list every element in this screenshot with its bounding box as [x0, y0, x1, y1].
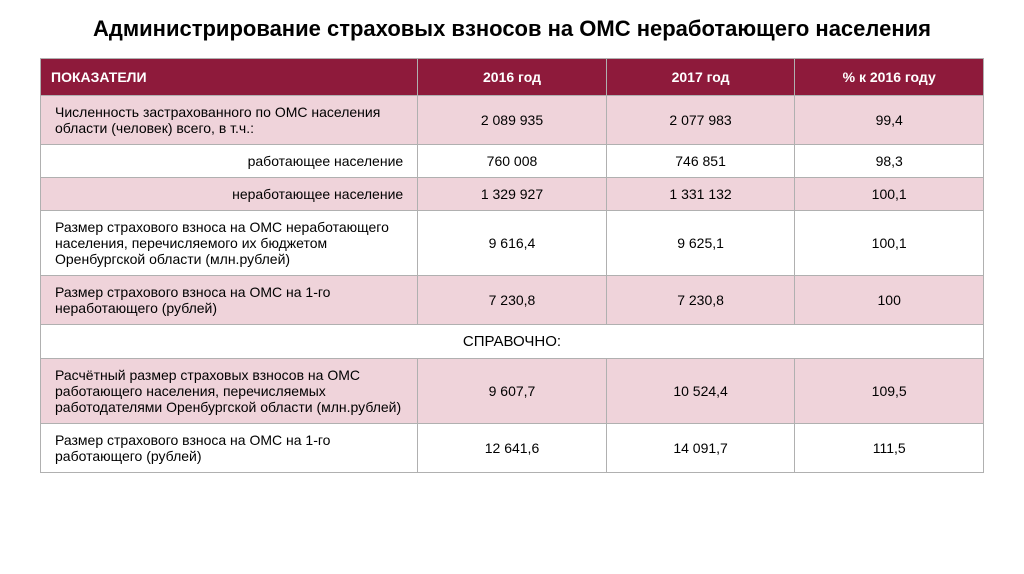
- reference-header-row: СПРАВОЧНО:: [41, 324, 984, 358]
- row-value: 109,5: [795, 358, 984, 423]
- row-label: Размер страхового взноса на ОМС на 1-го …: [41, 275, 418, 324]
- row-label: неработающее население: [41, 177, 418, 210]
- data-table: ПОКАЗАТЕЛИ 2016 год 2017 год % к 2016 го…: [40, 58, 984, 473]
- table-row: Расчётный размер страховых взносов на ОМ…: [41, 358, 984, 423]
- row-value: 10 524,4: [606, 358, 795, 423]
- col-indicator: ПОКАЗАТЕЛИ: [41, 58, 418, 95]
- row-value: 14 091,7: [606, 423, 795, 472]
- row-value: 7 230,8: [606, 275, 795, 324]
- row-value: 100,1: [795, 177, 984, 210]
- row-value: 746 851: [606, 144, 795, 177]
- row-value: 9 625,1: [606, 210, 795, 275]
- row-value: 1 329 927: [418, 177, 607, 210]
- table-row: неработающее население1 329 9271 331 132…: [41, 177, 984, 210]
- row-value: 100,1: [795, 210, 984, 275]
- table-row: Размер страхового взноса на ОМС на 1-го …: [41, 423, 984, 472]
- row-value: 9 616,4: [418, 210, 607, 275]
- table-row: работающее население760 008746 85198,3: [41, 144, 984, 177]
- col-pct: % к 2016 году: [795, 58, 984, 95]
- page-title: Администрирование страховых взносов на О…: [40, 15, 984, 44]
- row-value: 1 331 132: [606, 177, 795, 210]
- row-value: 98,3: [795, 144, 984, 177]
- row-value: 2 089 935: [418, 95, 607, 144]
- row-value: 111,5: [795, 423, 984, 472]
- table-row: Размер страхового взноса на ОМС на 1-го …: [41, 275, 984, 324]
- col-2017: 2017 год: [606, 58, 795, 95]
- row-label: Размер страхового взноса на ОМС неработа…: [41, 210, 418, 275]
- row-value: 760 008: [418, 144, 607, 177]
- row-value: 99,4: [795, 95, 984, 144]
- row-label: работающее население: [41, 144, 418, 177]
- row-value: 7 230,8: [418, 275, 607, 324]
- row-label: Численность застрахованного по ОМС насел…: [41, 95, 418, 144]
- row-value: 12 641,6: [418, 423, 607, 472]
- row-value: 100: [795, 275, 984, 324]
- header-row: ПОКАЗАТЕЛИ 2016 год 2017 год % к 2016 го…: [41, 58, 984, 95]
- table-row: Численность застрахованного по ОМС насел…: [41, 95, 984, 144]
- reference-label: СПРАВОЧНО:: [41, 324, 984, 358]
- row-label: Расчётный размер страховых взносов на ОМ…: [41, 358, 418, 423]
- row-value: 9 607,7: [418, 358, 607, 423]
- table-row: Размер страхового взноса на ОМС неработа…: [41, 210, 984, 275]
- row-value: 2 077 983: [606, 95, 795, 144]
- row-label: Размер страхового взноса на ОМС на 1-го …: [41, 423, 418, 472]
- col-2016: 2016 год: [418, 58, 607, 95]
